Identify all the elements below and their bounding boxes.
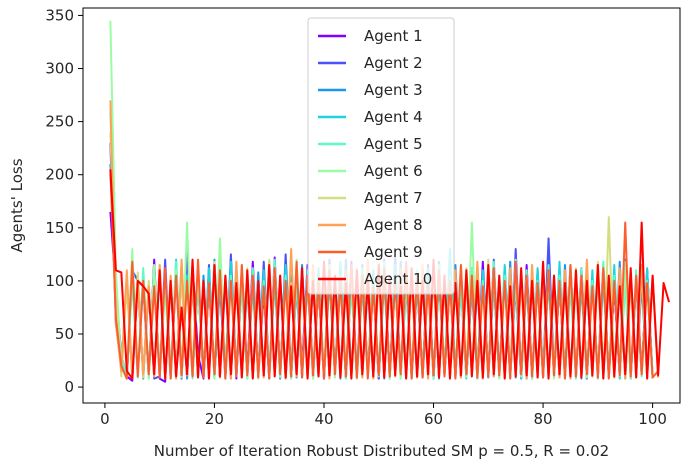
y-tick-label: 100 <box>45 272 74 290</box>
legend-label: Agent 4 <box>364 108 423 126</box>
legend-label: Agent 9 <box>364 243 423 261</box>
x-tick-label: 20 <box>205 410 224 428</box>
legend-label: Agent 10 <box>364 270 432 288</box>
legend-label: Agent 7 <box>364 189 423 207</box>
x-tick-label: 80 <box>534 410 553 428</box>
legend-label: Agent 3 <box>364 81 423 99</box>
y-tick-label: 200 <box>45 166 74 184</box>
legend-label: Agent 8 <box>364 216 423 234</box>
legend-label: Agent 5 <box>364 135 423 153</box>
plot-frame <box>82 7 681 404</box>
y-tick-label: 50 <box>55 325 74 343</box>
y-tick-label: 0 <box>64 378 74 396</box>
legend-label: Agent 6 <box>364 162 423 180</box>
y-axis-label: Agents' Loss <box>8 158 26 252</box>
y-tick-label: 150 <box>45 219 74 237</box>
x-tick-label: 100 <box>638 410 667 428</box>
x-tick-label: 60 <box>424 410 443 428</box>
y-tick-label: 350 <box>45 6 74 24</box>
legend-label: Agent 1 <box>364 27 423 45</box>
y-tick-label: 250 <box>45 113 74 131</box>
legend: Agent 1 Agent 2 Agent 3 Agent 4 Agent 5 Agent… <box>307 17 455 295</box>
x-axis-label: Number of Iteration Robust Distributed S… <box>154 442 609 460</box>
legend-label: Agent 2 <box>364 54 423 72</box>
x-tick-label: 40 <box>314 410 333 428</box>
y-tick-label: 300 <box>45 60 74 78</box>
x-tick-label: 0 <box>100 410 110 428</box>
axis-ticks: 0 20 40 60 80 100 0 50 100 150 200 250 300 350 <box>45 6 667 428</box>
